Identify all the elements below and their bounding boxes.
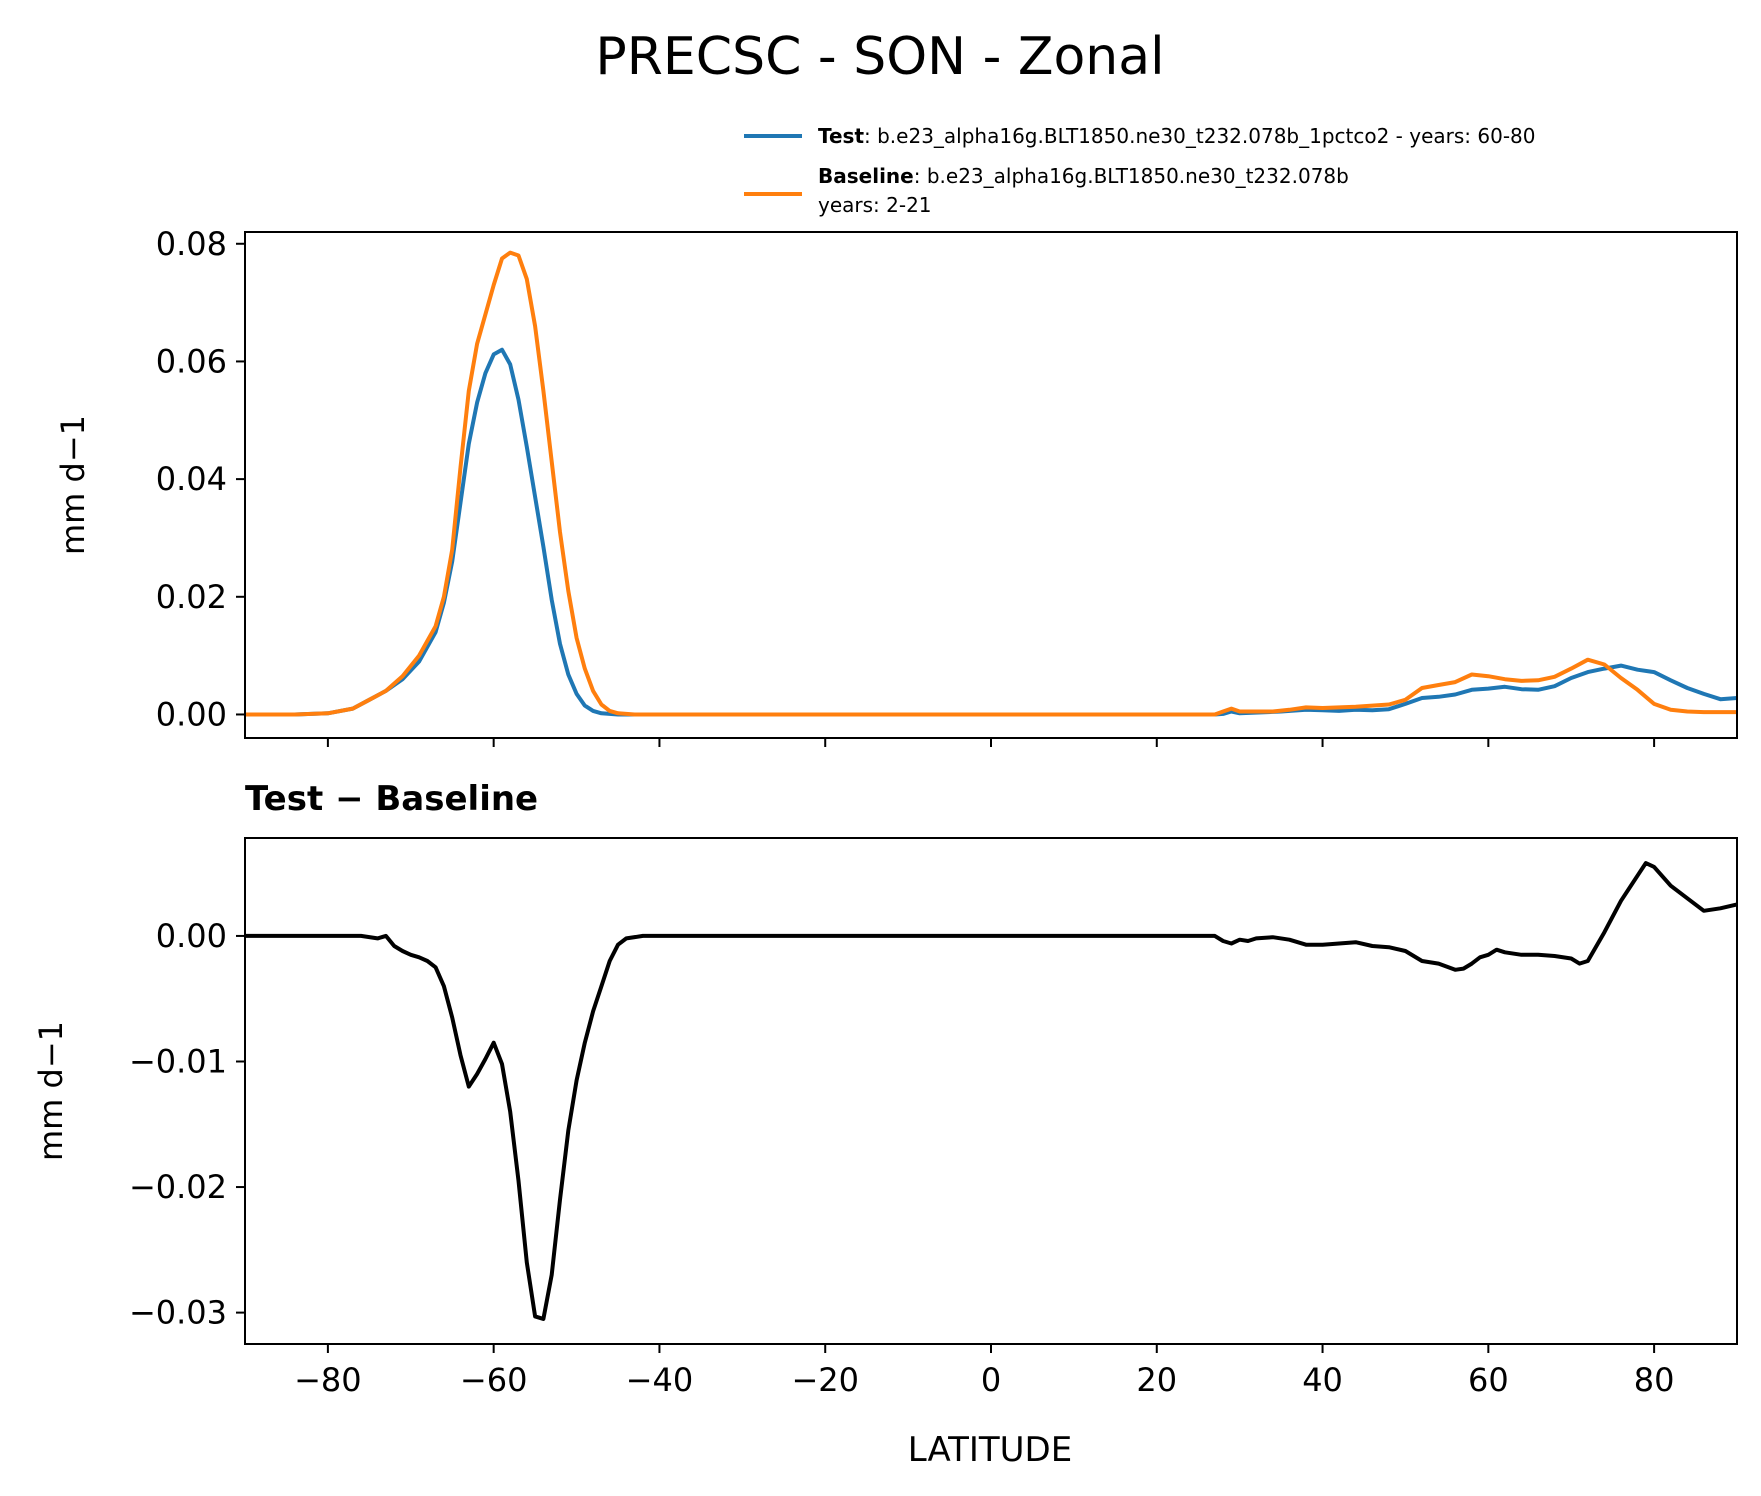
x-tick-label: 80 — [1634, 1361, 1675, 1399]
series-line-test-baseline — [245, 861, 1737, 1321]
legend-test-label: Test: b.e23_alpha16g.BLT1850.ne30_t232.0… — [818, 124, 1536, 148]
y-axis-label: mm d−1 — [54, 415, 92, 555]
x-axis-label: LATITUDE — [908, 1430, 1072, 1470]
x-tick-label: −20 — [791, 1361, 859, 1399]
figure-title: PRECSC - SON - Zonal — [595, 27, 1164, 87]
y-tick-label: 0.02 — [156, 578, 227, 616]
axes-frame — [244, 231, 1738, 739]
x-tick-label: 40 — [1302, 1361, 1343, 1399]
y-tick-label: −0.01 — [129, 1042, 227, 1080]
x-tick-label: −40 — [626, 1361, 694, 1399]
x-tick-label: 20 — [1136, 1361, 1177, 1399]
y-tick-label: 0.00 — [156, 695, 227, 733]
x-tick-label: −60 — [460, 1361, 528, 1399]
top-panel: 0.00 0.02 0.04 0.06 0.08 mm d−1 — [54, 225, 1738, 747]
y-axis-label: mm d−1 — [32, 1021, 70, 1161]
y-tick-label: −0.03 — [129, 1294, 227, 1332]
legend-test-rest: : b.e23_alpha16g.BLT1850.ne30_t232.078b_… — [864, 124, 1536, 148]
x-tick-label: −80 — [294, 1361, 362, 1399]
y-tick-label: 0.08 — [156, 225, 227, 263]
series-line-baseline — [245, 250, 1737, 717]
legend: Test: b.e23_alpha16g.BLT1850.ne30_t232.0… — [744, 124, 1536, 217]
legend-baseline-bold: Baseline — [818, 164, 914, 188]
legend-baseline-rest: : b.e23_alpha16g.BLT1850.ne30_t232.078b — [914, 164, 1349, 188]
x-tick-label: 0 — [981, 1361, 1001, 1399]
legend-baseline-line2: years: 2-21 — [818, 193, 932, 217]
y-tick-label: 0.06 — [156, 342, 227, 380]
axes-frame — [244, 837, 1738, 1345]
legend-baseline-label: Baseline: b.e23_alpha16g.BLT1850.ne30_t2… — [818, 164, 1349, 188]
y-tick-label: −0.02 — [129, 1168, 227, 1206]
legend-test-bold: Test — [818, 124, 864, 148]
diff-panel-title: Test − Baseline — [245, 779, 538, 819]
bottom-panel: −0.03 −0.02 −0.01 0.00 −80 −60 −40 −20 0 20 40 60 80… — [32, 837, 1738, 1399]
y-tick-label: 0.00 — [156, 917, 227, 955]
y-tick-label: 0.04 — [156, 460, 227, 498]
x-tick-label: 60 — [1468, 1361, 1509, 1399]
